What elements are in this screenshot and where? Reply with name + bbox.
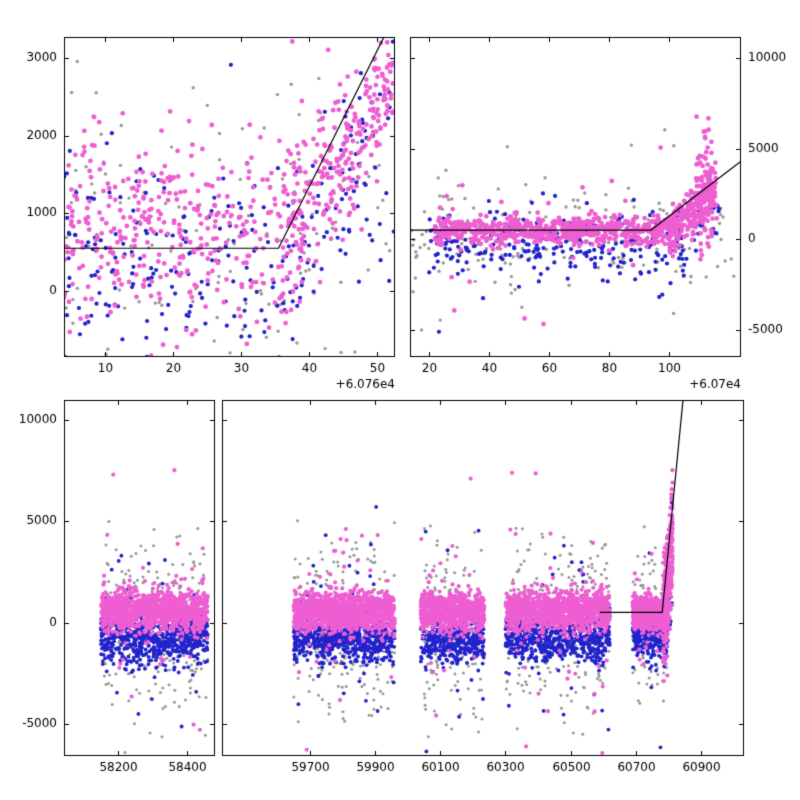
scatter-plots-canvas — [0, 0, 800, 800]
lightcurve-figure: BLG01N0804.004086 (8473.71, 3840.76) 3 1… — [0, 0, 800, 800]
